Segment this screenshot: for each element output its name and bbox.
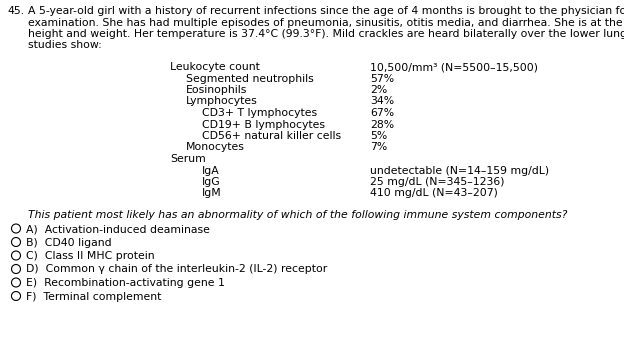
Text: A)  Activation-induced deaminase: A) Activation-induced deaminase xyxy=(26,224,210,234)
Text: 45.: 45. xyxy=(7,6,24,16)
Text: IgG: IgG xyxy=(202,177,221,187)
Text: IgA: IgA xyxy=(202,165,220,176)
Text: B)  CD40 ligand: B) CD40 ligand xyxy=(26,237,112,248)
Text: CD19+ B lymphocytes: CD19+ B lymphocytes xyxy=(202,119,325,130)
Text: 57%: 57% xyxy=(370,73,394,84)
Text: Lymphocytes: Lymphocytes xyxy=(186,97,258,106)
Text: This patient most likely has an abnormality of which of the following immune sys: This patient most likely has an abnormal… xyxy=(28,210,567,220)
Text: studies show:: studies show: xyxy=(28,41,102,51)
Text: Monocytes: Monocytes xyxy=(186,143,245,152)
Text: 34%: 34% xyxy=(370,97,394,106)
Text: Serum: Serum xyxy=(170,154,206,164)
Text: examination. She has had multiple episodes of pneumonia, sinusitis, otitis media: examination. She has had multiple episod… xyxy=(28,17,624,28)
Text: Eosinophils: Eosinophils xyxy=(186,85,247,95)
Text: 25 mg/dL (N=345–1236): 25 mg/dL (N=345–1236) xyxy=(370,177,504,187)
Text: CD56+ natural killer cells: CD56+ natural killer cells xyxy=(202,131,341,141)
Text: 7%: 7% xyxy=(370,143,388,152)
Text: A 5-year-old girl with a history of recurrent infections since the age of 4 mont: A 5-year-old girl with a history of recu… xyxy=(28,6,624,16)
Text: C)  Class II MHC protein: C) Class II MHC protein xyxy=(26,251,155,261)
Text: 67%: 67% xyxy=(370,108,394,118)
Text: Leukocyte count: Leukocyte count xyxy=(170,62,260,72)
Text: IgM: IgM xyxy=(202,189,222,198)
Text: 2%: 2% xyxy=(370,85,388,95)
Text: E)  Recombination-activating gene 1: E) Recombination-activating gene 1 xyxy=(26,278,225,288)
Text: Segmented neutrophils: Segmented neutrophils xyxy=(186,73,314,84)
Text: F)  Terminal complement: F) Terminal complement xyxy=(26,291,162,302)
Text: 5%: 5% xyxy=(370,131,388,141)
Text: D)  Common γ chain of the interleukin-2 (IL-2) receptor: D) Common γ chain of the interleukin-2 (… xyxy=(26,265,327,274)
Text: height and weight. Her temperature is 37.4°C (99.3°F). Mild crackles are heard b: height and weight. Her temperature is 37… xyxy=(28,29,624,39)
Text: undetectable (N=14–159 mg/dL): undetectable (N=14–159 mg/dL) xyxy=(370,165,549,176)
Text: 410 mg/dL (N=43–207): 410 mg/dL (N=43–207) xyxy=(370,189,498,198)
Text: CD3+ T lymphocytes: CD3+ T lymphocytes xyxy=(202,108,317,118)
Text: 10,500/mm³ (N=5500–15,500): 10,500/mm³ (N=5500–15,500) xyxy=(370,62,538,72)
Text: 28%: 28% xyxy=(370,119,394,130)
